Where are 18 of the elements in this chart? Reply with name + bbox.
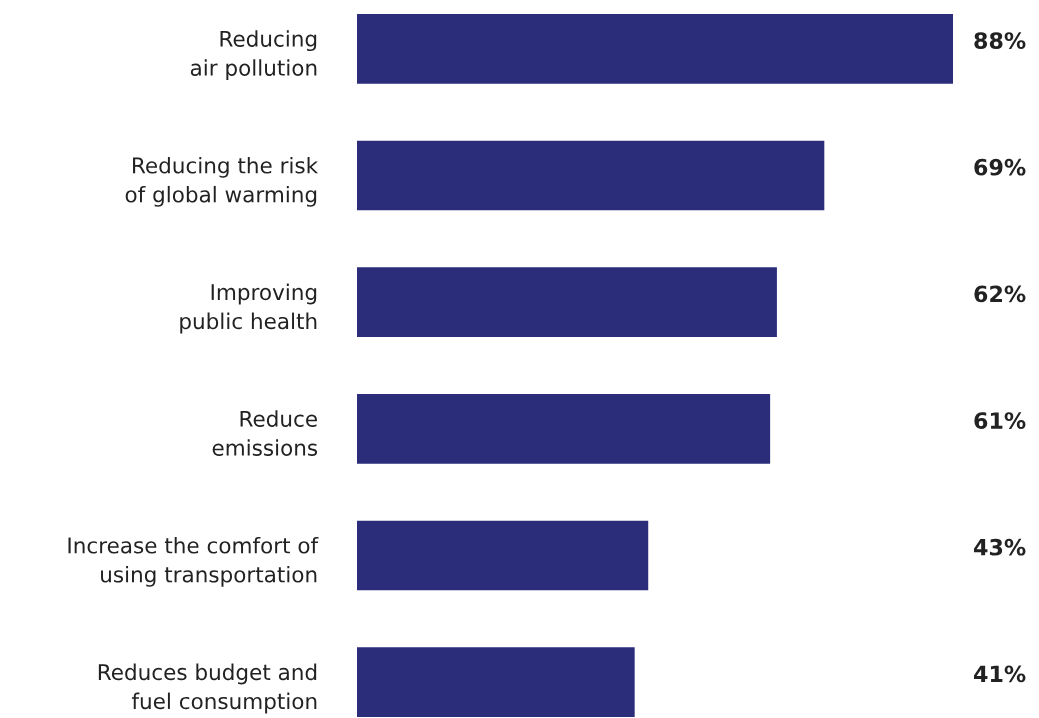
bar xyxy=(357,394,771,464)
bar xyxy=(357,14,953,84)
bar xyxy=(357,140,825,211)
data-label: 62% xyxy=(974,285,1026,303)
y-tick-label: Increase the comfort of using transportation xyxy=(68,536,319,587)
y-tick-label: Reducing air pollution xyxy=(190,30,317,81)
y-tick-label: Reduces budget and fuel consumption xyxy=(98,663,317,714)
bar xyxy=(357,267,777,337)
data-label: 69% xyxy=(974,158,1026,176)
data-label: 61% xyxy=(974,412,1026,429)
data-label: 43% xyxy=(974,538,1026,556)
y-tick-label: Improving public health xyxy=(180,283,317,334)
data-label: 41% xyxy=(974,665,1026,683)
bar xyxy=(357,520,649,591)
bar xyxy=(357,647,635,717)
data-label: 88% xyxy=(974,32,1026,49)
y-tick-label: Reducing the risk of global warming xyxy=(125,156,319,207)
y-tick-label: Reduce emissions xyxy=(212,410,318,456)
